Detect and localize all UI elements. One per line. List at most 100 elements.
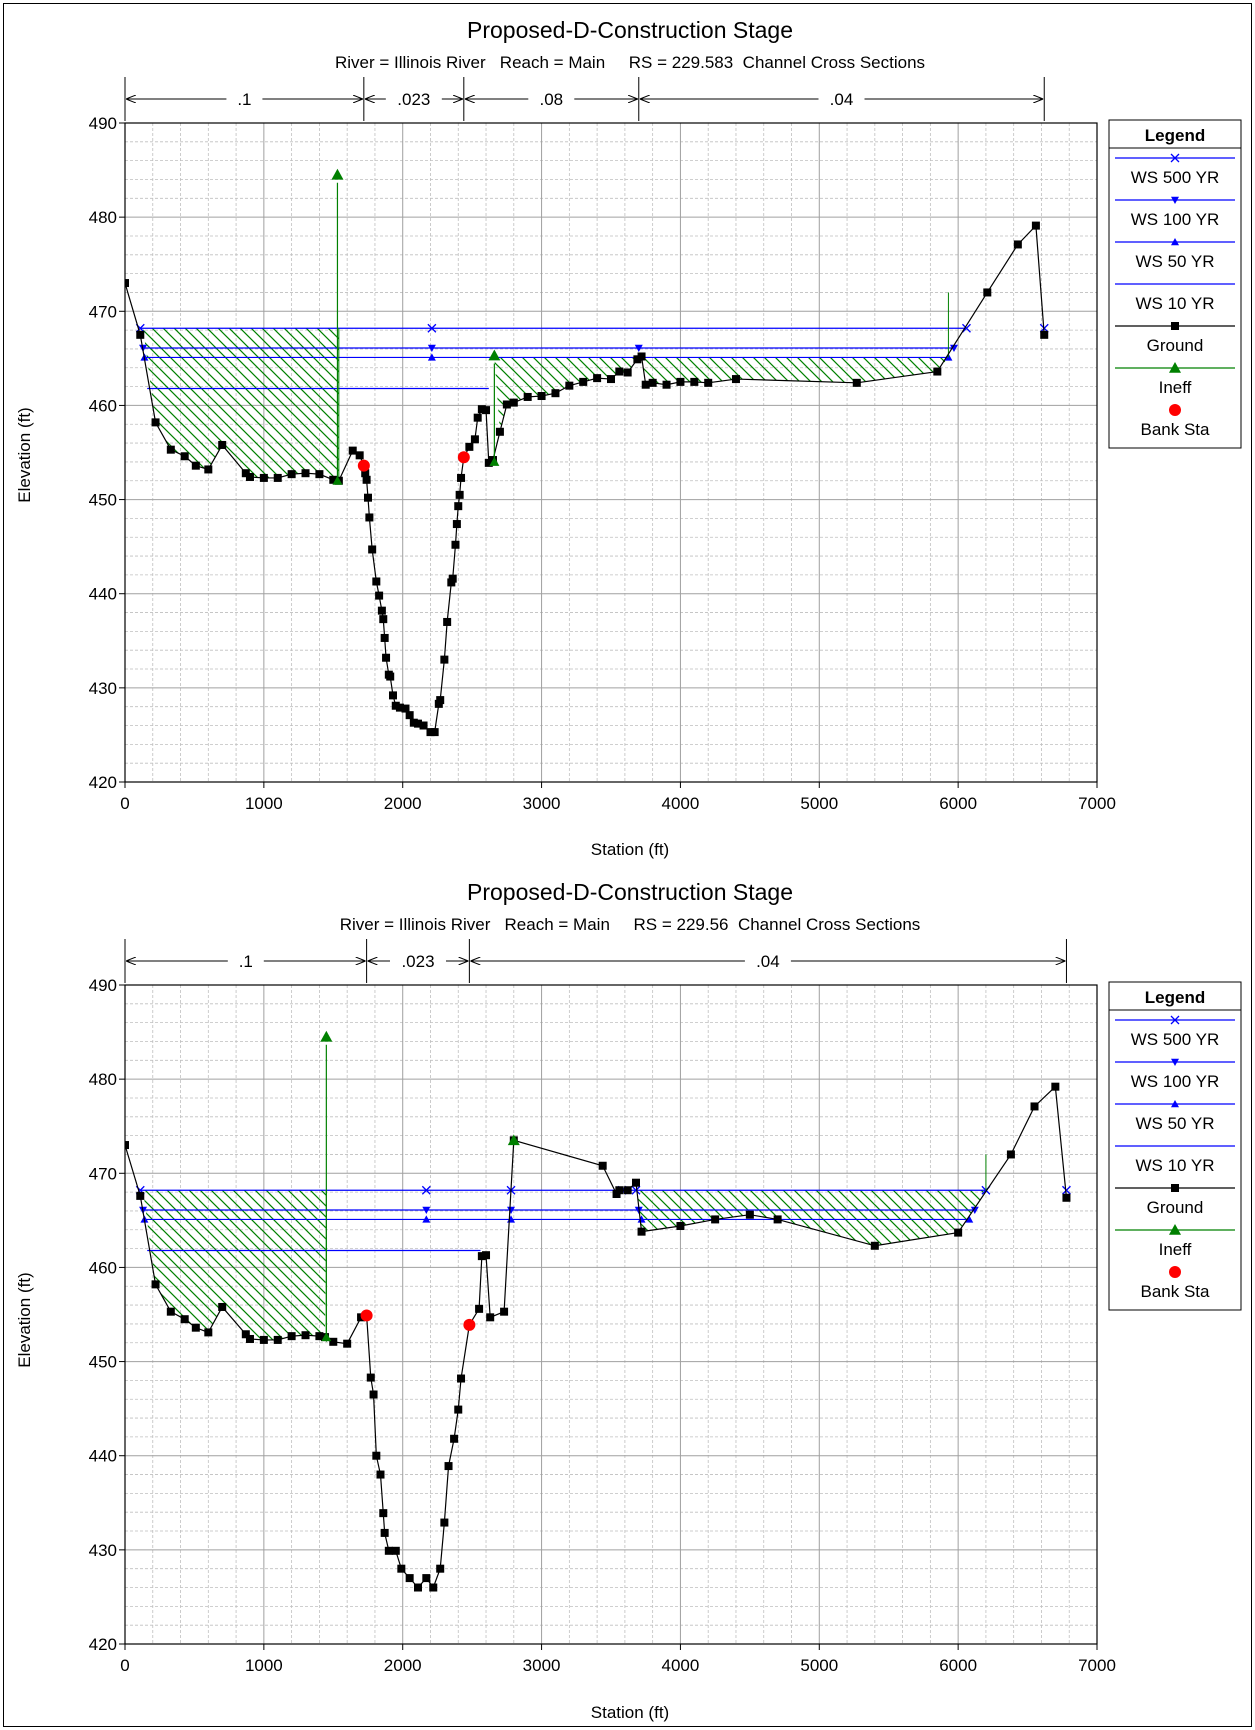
ground-point (676, 377, 685, 386)
ground-point (482, 406, 491, 415)
bank-station-marker (463, 1318, 476, 1331)
ground-point (623, 368, 632, 377)
x-tick-label: 2000 (384, 794, 422, 813)
ground-point (454, 1405, 463, 1414)
legend-item-label: Ineff (1159, 1240, 1192, 1259)
bank-station-marker (360, 1309, 373, 1322)
x-tick-label: 3000 (523, 794, 561, 813)
plot-content (125, 168, 1049, 737)
ground-point (477, 1252, 486, 1261)
legend-marker (1169, 1224, 1181, 1235)
hatched-area (143, 328, 339, 481)
chart-subtitle: River = Illinois River Reach = Main RS =… (335, 53, 925, 72)
legend-item-label: WS 100 YR (1131, 1072, 1220, 1091)
ws-marker (427, 353, 436, 361)
y-tick-label: 430 (89, 1541, 117, 1560)
ground-point (245, 472, 254, 481)
ground-point (136, 330, 145, 339)
ground-point (429, 1583, 438, 1592)
y-tick-label: 460 (89, 1258, 117, 1277)
ground-point (315, 470, 324, 479)
ground-point (301, 1331, 310, 1340)
legend: Legend WS 500 YR WS 100 YR WS 50 YR WS 10 YR… (1108, 981, 1242, 1311)
ground-point (369, 1390, 378, 1399)
legend-item-label: WS 100 YR (1131, 210, 1220, 229)
y-tick-label: 450 (89, 491, 117, 510)
legend-item-label: WS 10 YR (1135, 1156, 1214, 1175)
ground-point (475, 1304, 484, 1313)
ground-point (509, 398, 518, 407)
ground-point (607, 375, 615, 384)
n-label: .023 (397, 90, 430, 109)
ground-point (372, 1451, 381, 1460)
y-tick-label: 440 (89, 1447, 117, 1466)
ground-point (1006, 1150, 1015, 1159)
ws-marker (970, 1206, 979, 1215)
legend-item-label: WS 500 YR (1131, 168, 1220, 187)
ground-point (484, 458, 493, 467)
n-label: .1 (239, 952, 253, 971)
ground-point (457, 1374, 466, 1383)
x-tick-label: 7000 (1078, 1656, 1116, 1675)
ineff-marker (320, 1030, 333, 1042)
ground-point (191, 1323, 200, 1332)
n-label: .1 (237, 90, 251, 109)
n-label: .023 (401, 952, 434, 971)
y-tick-label: 460 (89, 396, 117, 415)
legend-item-label: Ground (1147, 1198, 1204, 1217)
legend-item-label: Ground (1147, 336, 1204, 355)
ground-point (329, 1337, 338, 1346)
ground-point (731, 375, 740, 384)
x-tick-label: 5000 (800, 794, 838, 813)
ws-marker (949, 344, 958, 353)
chart-title: Proposed-D-Construction Stage (467, 17, 793, 43)
ground-point (372, 577, 381, 586)
ground-point (397, 1564, 406, 1573)
ground-point (361, 469, 370, 478)
ground-point (457, 473, 466, 482)
ground-point (450, 1434, 459, 1443)
ground-point (419, 721, 428, 730)
ground-point (391, 1546, 400, 1555)
y-tick-label: 440 (89, 585, 117, 604)
legend-title: Legend (1145, 126, 1205, 145)
legend-item-label: WS 10 YR (1135, 294, 1214, 313)
ground-point (355, 451, 364, 460)
ground-point (287, 470, 296, 479)
ground-point (151, 418, 160, 427)
ground-point (365, 513, 374, 522)
hatched-area (143, 1190, 327, 1340)
ground-point (241, 469, 250, 478)
ground-point (465, 442, 474, 451)
bank-station-marker (457, 451, 470, 464)
y-tick-label: 420 (89, 1635, 117, 1654)
x-tick-label: 0 (120, 1656, 129, 1675)
n-label: .08 (539, 90, 563, 109)
chart-title: Proposed-D-Construction Stage (467, 879, 793, 905)
ground-point (343, 1339, 352, 1348)
y-tick-label: 480 (89, 208, 117, 227)
ground-point (1031, 221, 1040, 230)
y-tick-label: 450 (89, 1353, 117, 1372)
ground-point (409, 718, 418, 727)
x-tick-label: 3000 (523, 1656, 561, 1675)
legend: Legend WS 500 YR WS 100 YR WS 50 YR WS 10 YR… (1108, 119, 1242, 449)
ground-point (204, 1328, 213, 1337)
ground-point (273, 473, 282, 482)
ground-point (637, 352, 646, 361)
ground-point (500, 1307, 509, 1316)
plot-border (124, 122, 1098, 783)
ineff-marker (331, 168, 344, 180)
ground-point (166, 1307, 175, 1316)
ws-marker (962, 323, 971, 333)
x-axis-label: Station (ft) (591, 1703, 669, 1722)
ws-marker (965, 1215, 974, 1223)
ground-point (473, 413, 482, 422)
ground-point (551, 389, 560, 398)
ground-point (690, 377, 699, 386)
ground-point (376, 1470, 385, 1479)
ground-point (405, 1574, 414, 1583)
legend-marker (1171, 322, 1179, 330)
ground-point (364, 493, 372, 502)
x-tick-label: 5000 (800, 1656, 838, 1675)
